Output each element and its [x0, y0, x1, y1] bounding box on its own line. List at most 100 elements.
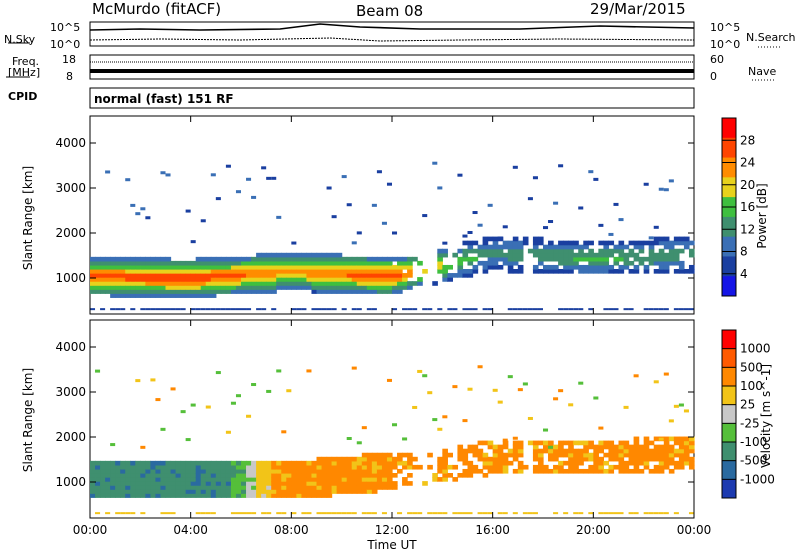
- heatmap-cell: [548, 456, 554, 462]
- heatmap-cell: [301, 252, 308, 258]
- heatmap-cell: [210, 464, 217, 470]
- heatmap-cell: [351, 460, 358, 466]
- heatmap-cell: [371, 281, 378, 286]
- heatmap-cell: [603, 240, 610, 246]
- heatmap-cell: [281, 485, 287, 490]
- heatmap-cell: [130, 293, 136, 298]
- heatmap-cell: [668, 240, 675, 246]
- heatmap-cell: [381, 256, 388, 262]
- noise-cell: [100, 308, 106, 311]
- heatmap-cell: [180, 485, 187, 490]
- heatmap-cell: [316, 485, 323, 490]
- heatmap-cell: [568, 252, 574, 258]
- noise-cell: [215, 308, 221, 311]
- heatmap-cell: [165, 489, 172, 494]
- noise-cell: [613, 512, 619, 515]
- heatmap-cell: [392, 481, 398, 486]
- noise-cell: [246, 512, 252, 515]
- heatmap-cell: [140, 477, 146, 482]
- heatmap-cell: [472, 240, 479, 246]
- noise-cell: [336, 512, 342, 515]
- heatmap-cell: [688, 252, 695, 258]
- heatmap-cell: [145, 277, 151, 282]
- heatmap-cell: [306, 273, 313, 278]
- heatmap-cell: [437, 468, 443, 474]
- heatmap-cell: [482, 464, 489, 470]
- scatter-cell: [266, 176, 272, 180]
- heatmap-cell: [220, 273, 227, 278]
- heatmap-cell: [658, 260, 665, 266]
- heatmap-cell: [316, 260, 323, 266]
- heatmap-cell: [502, 252, 509, 258]
- heatmap-cell: [145, 468, 151, 474]
- heatmap-cell: [598, 464, 604, 470]
- heatmap-cell: [341, 289, 348, 294]
- heatmap-cell: [326, 269, 333, 274]
- heatmap-cell: [336, 456, 343, 462]
- heatmap-cell: [185, 464, 192, 470]
- heatmap-cell: [120, 464, 126, 470]
- heatmap-cell: [311, 285, 318, 290]
- heatmap-cell: [235, 489, 242, 494]
- heatmap-cell: [220, 493, 227, 498]
- heatmap-cell: [145, 493, 151, 498]
- heatmap-cell: [492, 260, 499, 266]
- heatmap-cell: [326, 252, 333, 258]
- heatmap-cell: [205, 460, 212, 466]
- heatmap-cell: [125, 281, 131, 286]
- heatmap-cell: [558, 244, 564, 250]
- heatmap-cell: [366, 485, 373, 490]
- heatmap-cell: [155, 473, 162, 478]
- heatmap-cell: [376, 264, 383, 270]
- heatmap-cell: [110, 281, 116, 286]
- heatmap-cell: [175, 460, 182, 466]
- heatmap-cell: [296, 489, 302, 494]
- scatter-cell: [437, 427, 443, 431]
- heatmap-cell: [286, 281, 292, 286]
- heatmap-cell: [100, 269, 106, 274]
- heatmap-cell: [125, 493, 131, 498]
- heatmap-cell: [180, 464, 187, 470]
- heatmap-cell: [130, 256, 136, 262]
- heatmap-cell: [241, 289, 247, 294]
- heatmap-cell: [532, 444, 539, 450]
- y-tick-label: 3000: [55, 385, 86, 399]
- heatmap-cell: [326, 277, 333, 282]
- heatmap-cell: [386, 285, 393, 290]
- heatmap-cell: [276, 464, 282, 470]
- heatmap-cell: [110, 289, 116, 294]
- heatmap-cell: [603, 252, 610, 258]
- noise-cell: [457, 512, 463, 515]
- heatmap-cell: [653, 269, 660, 274]
- heatmap-cell: [160, 464, 167, 470]
- heatmap-cell: [220, 289, 227, 294]
- heatmap-cell: [397, 273, 403, 278]
- heatmap-cell: [225, 273, 232, 278]
- heatmap-cell: [150, 477, 157, 482]
- heatmap-cell: [200, 468, 207, 474]
- heatmap-cell: [588, 260, 594, 266]
- heatmap-cell: [145, 273, 151, 278]
- heatmap-cell: [205, 493, 212, 498]
- heatmap-cell: [507, 452, 514, 458]
- heatmap-cell: [266, 468, 272, 474]
- heatmap-cell: [497, 244, 504, 250]
- heatmap-cell: [200, 473, 207, 478]
- heatmap-cell: [276, 477, 282, 482]
- heatmap-cell: [170, 281, 177, 286]
- scatter-cell: [135, 379, 141, 383]
- heatmap-cell: [90, 256, 96, 262]
- heatmap-cell: [100, 468, 106, 474]
- noise-cell: [256, 308, 262, 311]
- heatmap-cell: [115, 485, 121, 490]
- noise-cell: [683, 308, 689, 311]
- noise-cell: [351, 512, 357, 515]
- heatmap-cell: [648, 244, 655, 250]
- heatmap-cell: [235, 281, 242, 286]
- heatmap-cell: [371, 485, 378, 490]
- heatmap-cell: [246, 281, 252, 286]
- heatmap-cell: [457, 248, 464, 254]
- heatmap-cell: [537, 464, 544, 470]
- heatmap-cell: [553, 452, 559, 458]
